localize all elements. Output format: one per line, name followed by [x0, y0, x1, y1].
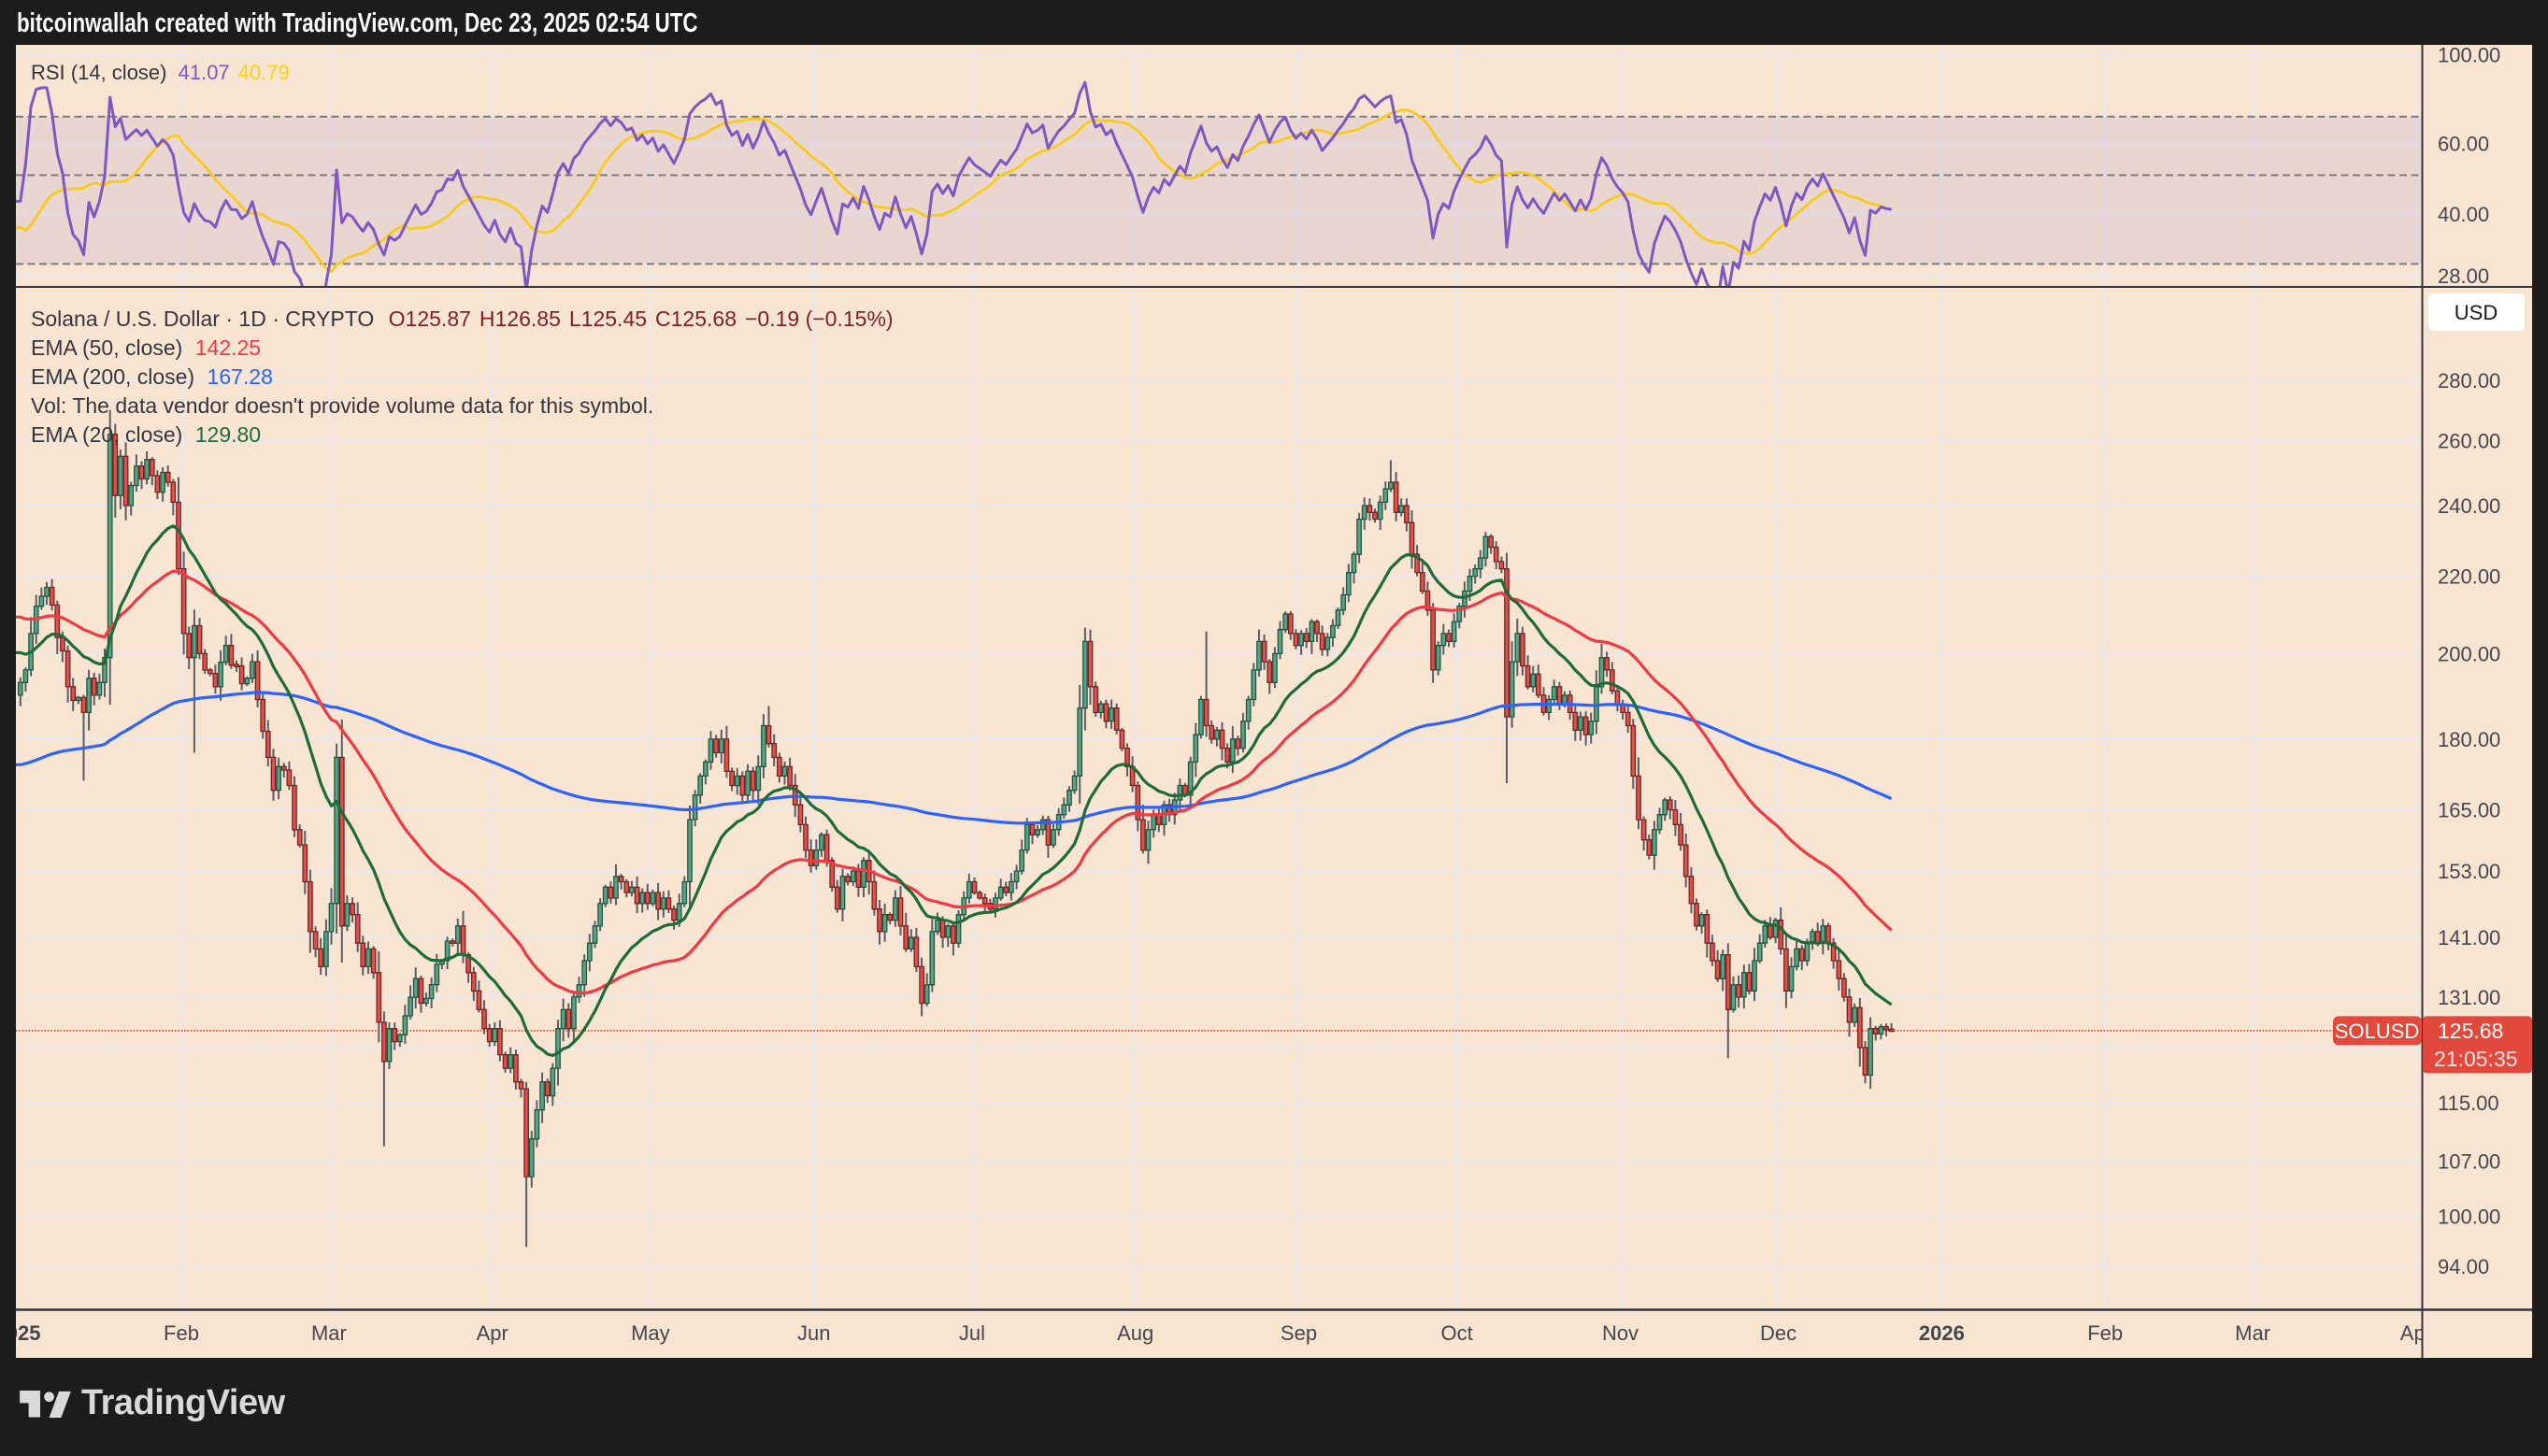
svg-text:153.00: 153.00: [2438, 860, 2500, 883]
svg-text:Mar: Mar: [311, 1321, 347, 1345]
svg-text:Jun: Jun: [797, 1321, 830, 1345]
svg-text:Apr: Apr: [2400, 1321, 2432, 1345]
svg-text:EMA (50, close) 142.25: EMA (50, close) 142.25: [31, 335, 261, 360]
svg-text:200.00: 200.00: [2438, 642, 2500, 665]
svg-text:Oct: Oct: [1440, 1321, 1472, 1345]
svg-text:Feb: Feb: [164, 1321, 199, 1345]
svg-text:Dec: Dec: [1760, 1321, 1796, 1345]
svg-text:100.00: 100.00: [2438, 1206, 2500, 1229]
svg-text:Aug: Aug: [1117, 1321, 1153, 1345]
svg-text:28.00: 28.00: [2438, 264, 2489, 288]
svg-text:Sep: Sep: [1281, 1321, 1317, 1345]
svg-text:107.00: 107.00: [2438, 1150, 2500, 1174]
svg-text:EMA (20, close) 129.80: EMA (20, close) 129.80: [31, 422, 261, 447]
svg-text:180.00: 180.00: [2438, 728, 2500, 751]
svg-text:Mar: Mar: [2235, 1321, 2270, 1345]
svg-text:100.00: 100.00: [2438, 45, 2500, 66]
svg-text:EMA (200, close) 167.28: EMA (200, close) 167.28: [31, 364, 273, 389]
svg-text:21:05:35: 21:05:35: [2434, 1047, 2518, 1071]
svg-text:240.00: 240.00: [2438, 494, 2500, 518]
svg-text:141.00: 141.00: [2438, 926, 2500, 949]
svg-text:Feb: Feb: [2087, 1321, 2123, 1345]
svg-text:Solana / U.S. Dollar · 1D · CR: Solana / U.S. Dollar · 1D · CRYPTO O125.…: [31, 307, 894, 331]
svg-text:Vol: The data vendor doesn't p: Vol: The data vendor doesn't provide vol…: [31, 393, 653, 418]
svg-text:125.68: 125.68: [2438, 1019, 2503, 1043]
svg-text:280.00: 280.00: [2438, 369, 2500, 393]
svg-text:94.00: 94.00: [2438, 1255, 2489, 1278]
svg-text:260.00: 260.00: [2438, 429, 2500, 452]
svg-text:May: May: [631, 1321, 670, 1345]
svg-text:60.00: 60.00: [2438, 133, 2489, 156]
svg-text:Nov: Nov: [1602, 1321, 1639, 1345]
svg-text:SOLUSD: SOLUSD: [2335, 1020, 2419, 1043]
svg-text:USD: USD: [2455, 301, 2498, 324]
svg-text:2025: 2025: [0, 1321, 40, 1345]
svg-text:165.00: 165.00: [2438, 799, 2500, 822]
svg-text:2026: 2026: [1919, 1321, 1965, 1345]
svg-text:131.00: 131.00: [2438, 986, 2500, 1009]
svg-text:Jul: Jul: [959, 1321, 985, 1345]
svg-text:115.00: 115.00: [2438, 1092, 2499, 1115]
svg-text:220.00: 220.00: [2438, 565, 2500, 589]
svg-text:40.00: 40.00: [2438, 203, 2489, 226]
svg-text:Apr: Apr: [477, 1321, 508, 1345]
